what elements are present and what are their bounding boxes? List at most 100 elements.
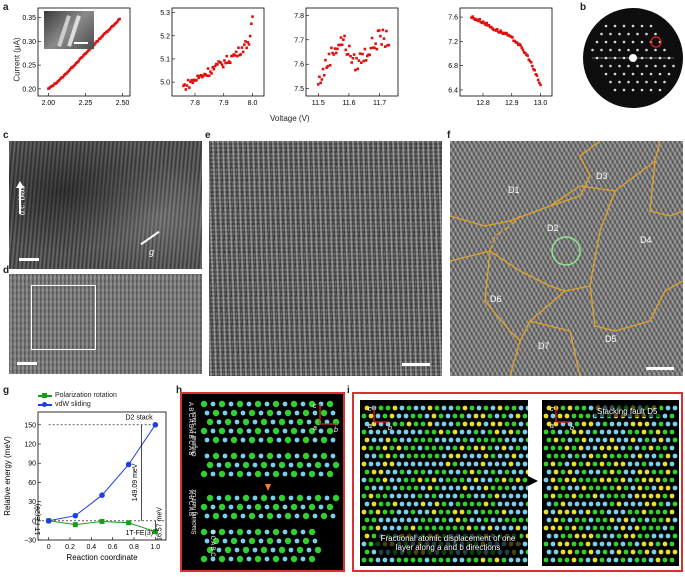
data-point (316, 83, 320, 86)
data-point (99, 518, 105, 524)
atom (662, 413, 668, 419)
atom (361, 557, 367, 563)
atom (330, 437, 336, 443)
atom (234, 419, 240, 425)
atom (361, 461, 367, 467)
atom (560, 533, 566, 539)
atom (248, 409, 256, 417)
atom (462, 453, 468, 459)
plot-frame (37, 411, 167, 541)
data-point (328, 63, 332, 67)
atom (216, 547, 222, 553)
atom (669, 477, 675, 483)
atom (480, 557, 486, 563)
atom (557, 557, 563, 563)
atom (222, 410, 228, 416)
atom (581, 517, 587, 523)
atom (648, 557, 654, 563)
atom (434, 405, 440, 411)
atom (585, 477, 591, 483)
atom (581, 421, 587, 427)
atom (300, 401, 306, 407)
atom (378, 517, 384, 523)
atom (648, 445, 654, 451)
atom (236, 470, 244, 478)
atom (634, 477, 640, 483)
atom (314, 461, 322, 469)
atom (564, 509, 570, 515)
legend-polarization-marker-icon (38, 392, 52, 398)
diffraction-spot (640, 88, 644, 92)
atom (588, 469, 594, 475)
atom (595, 421, 601, 427)
stacking-fault-d5-label: Stacking fault D5 (594, 406, 661, 417)
atom (306, 462, 312, 468)
atom (371, 533, 377, 539)
atom (490, 469, 496, 475)
x-tick-label: 1.0 (150, 544, 160, 551)
atom (616, 501, 622, 507)
atom (375, 477, 381, 483)
y-tick-label: 0 (32, 518, 36, 525)
data-point (186, 78, 190, 82)
data-point (357, 59, 361, 62)
atom (504, 421, 510, 427)
atom (392, 453, 398, 459)
panel-label-e: e (205, 130, 211, 141)
axis-c-label: c (313, 403, 317, 410)
atom (550, 541, 556, 547)
atom (290, 555, 298, 563)
atom (599, 477, 605, 483)
atom (553, 533, 559, 539)
data-point (199, 73, 203, 77)
y-tick-label: 5.3 (160, 10, 170, 17)
atom (320, 512, 328, 520)
data-point (55, 81, 59, 84)
atom (417, 525, 423, 531)
atom (494, 477, 500, 483)
plot-frame (171, 7, 265, 97)
atom (378, 437, 384, 443)
atom (567, 501, 573, 507)
atom (588, 501, 594, 507)
atom (427, 517, 433, 523)
y-tick-label: 0.20 (22, 86, 36, 93)
atom (448, 469, 454, 475)
atom (623, 517, 629, 523)
diffraction-spot (604, 40, 608, 44)
atom (613, 525, 619, 531)
atom (490, 501, 496, 507)
atom (399, 469, 405, 475)
atom (616, 437, 622, 443)
atom (248, 436, 256, 444)
atom (490, 421, 496, 427)
data-point (362, 59, 365, 63)
atom (212, 537, 220, 545)
data-point (519, 44, 522, 47)
atom (389, 445, 395, 451)
atom (240, 513, 246, 519)
atom (665, 485, 671, 491)
atom (236, 400, 244, 408)
atom (427, 421, 433, 427)
domain-boundaries (450, 141, 683, 376)
data-point (84, 52, 88, 55)
atom (564, 429, 570, 435)
atom (434, 453, 440, 459)
atom (396, 413, 402, 419)
atom (648, 461, 654, 467)
atom (264, 556, 270, 562)
atom (282, 529, 288, 535)
atom (634, 429, 640, 435)
atom (483, 437, 489, 443)
atom (630, 517, 636, 523)
atom (476, 437, 482, 443)
atom (403, 477, 409, 483)
data-point (94, 41, 97, 45)
atom (410, 509, 416, 515)
atom (420, 437, 426, 443)
atom (588, 453, 594, 459)
atom (497, 517, 503, 523)
diffraction-spot (663, 48, 666, 52)
diffraction-spot (640, 72, 644, 76)
